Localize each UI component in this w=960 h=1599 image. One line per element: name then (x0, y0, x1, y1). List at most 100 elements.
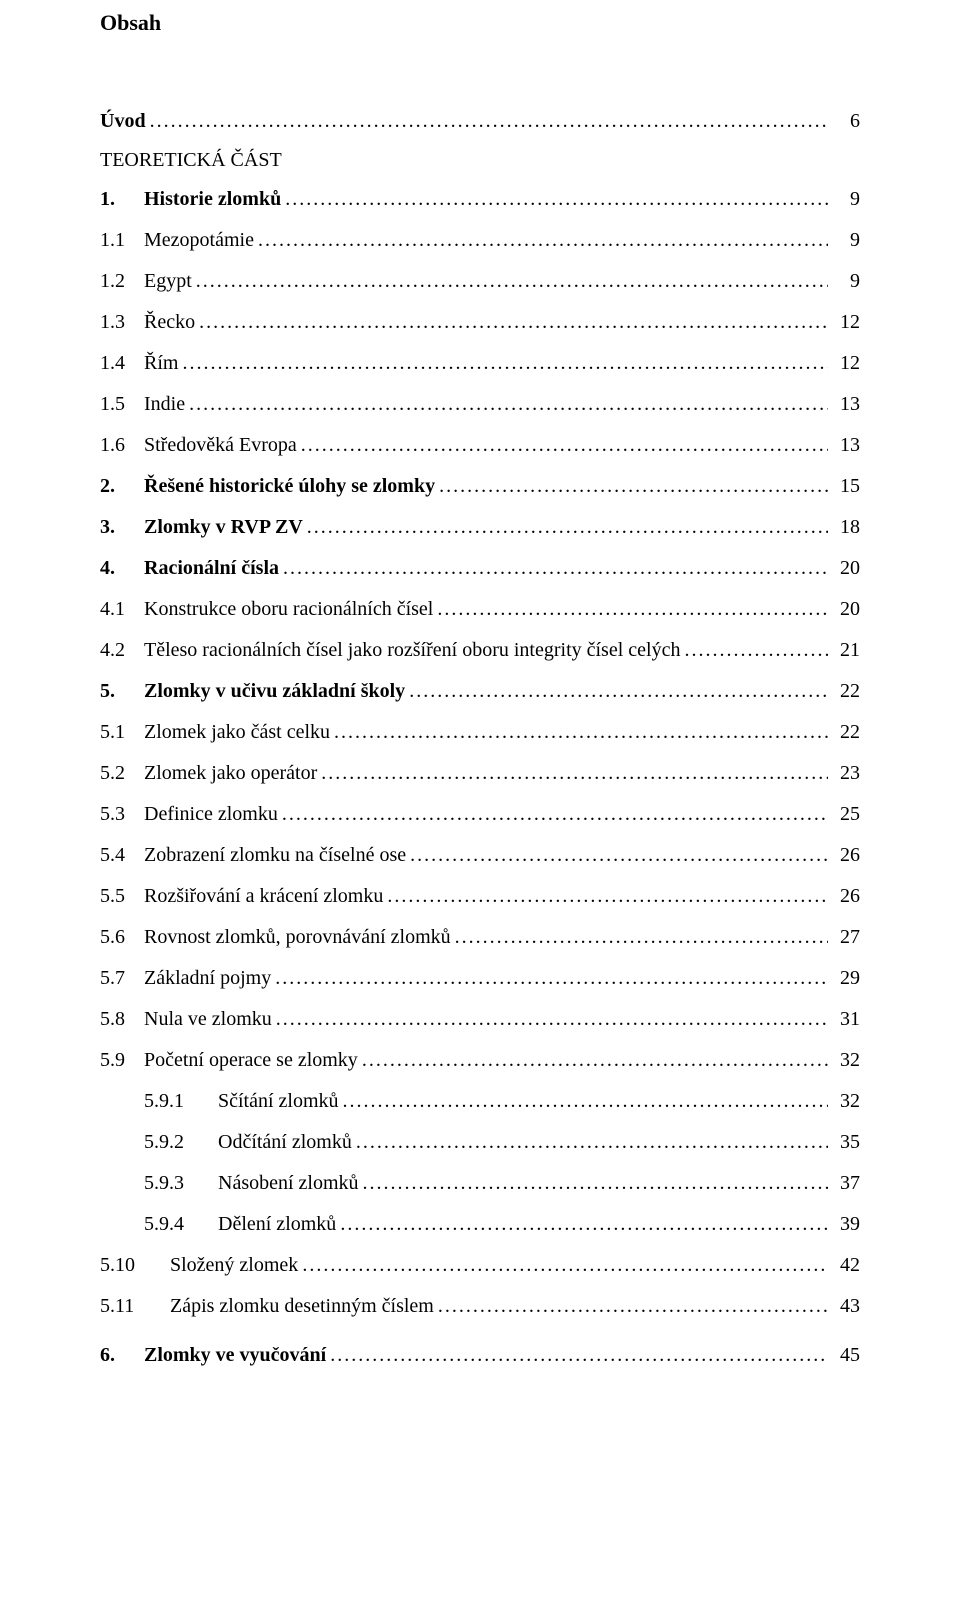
toc-entry: 5.6 Rovnost zlomků, porovnávání zlomků 2… (100, 924, 860, 951)
toc-number: 5.6 (100, 924, 144, 951)
toc-leader (301, 432, 828, 459)
toc-leader (362, 1047, 828, 1074)
toc-label: Zlomky v učivu základní školy (144, 678, 405, 705)
toc-label: Nula ve zlomku (144, 1006, 272, 1033)
toc-entry: 1.2 Egypt 9 (100, 268, 860, 295)
toc-label: Rovnost zlomků, porovnávání zlomků (144, 924, 451, 951)
toc-page: 20 (832, 596, 860, 623)
toc-page: 6 (832, 108, 860, 135)
toc-entry: 2. Řešené historické úlohy se zlomky 15 (100, 473, 860, 500)
toc-page: 23 (832, 760, 860, 787)
toc-page: 9 (832, 268, 860, 295)
toc-page: 9 (832, 227, 860, 254)
toc-number: 5.1 (100, 719, 144, 746)
toc-number: 5.11 (100, 1293, 170, 1320)
toc-page: 35 (832, 1129, 860, 1156)
toc-leader (437, 596, 828, 623)
toc-number: 1.6 (100, 432, 144, 459)
toc-page: 39 (832, 1211, 860, 1238)
toc-entry: 3. Zlomky v RVP ZV 18 (100, 514, 860, 541)
toc-entry: 1.6 Středověká Evropa 13 (100, 432, 860, 459)
toc-leader (438, 1293, 828, 1320)
toc-number: 5.9.2 (144, 1129, 218, 1156)
toc-label: Úvod (100, 108, 146, 135)
toc-number: 4.1 (100, 596, 144, 623)
toc-page: 26 (832, 883, 860, 910)
toc-label: Sčítání zlomků (218, 1088, 339, 1115)
toc-entry: 4.1 Konstrukce oboru racionálních čísel … (100, 596, 860, 623)
toc-leader (302, 1252, 828, 1279)
toc-leader (258, 227, 828, 254)
toc-page: 18 (832, 514, 860, 541)
toc-label: Zlomky v RVP ZV (144, 514, 303, 541)
toc-page: 20 (832, 555, 860, 582)
toc-page: 26 (832, 842, 860, 869)
toc-number: 1.4 (100, 350, 144, 377)
toc-number: 5. (100, 678, 144, 705)
toc-label: Řím (144, 350, 178, 377)
toc-page: 9 (832, 186, 860, 213)
toc-number: 1. (100, 186, 144, 213)
toc-entry: 6. Zlomky ve vyučování 45 (100, 1342, 860, 1369)
toc-label: Konstrukce oboru racionálních čísel (144, 596, 433, 623)
toc-number: 4. (100, 555, 144, 582)
toc-page: 29 (832, 965, 860, 992)
toc-page: 37 (832, 1170, 860, 1197)
toc-label: Těleso racionálních čísel jako rozšíření… (144, 637, 680, 664)
toc-leader (150, 108, 828, 135)
toc-label: Násobení zlomků (218, 1170, 359, 1197)
toc-number: 5.9 (100, 1047, 144, 1074)
toc-label: Odčítání zlomků (218, 1129, 352, 1156)
toc-leader (330, 1342, 828, 1369)
toc-title: Obsah (100, 10, 860, 36)
toc-entry: 1.3 Řecko 12 (100, 309, 860, 336)
toc-entry: 5.8 Nula ve zlomku 31 (100, 1006, 860, 1033)
toc-leader (196, 268, 828, 295)
toc-leader (340, 1211, 828, 1238)
toc-leader (307, 514, 828, 541)
toc-page: 25 (832, 801, 860, 828)
toc-entry: 5.2 Zlomek jako operátor 23 (100, 760, 860, 787)
toc-leader (189, 391, 828, 418)
toc-entry: 1. Historie zlomků 9 (100, 186, 860, 213)
toc-label: Početní operace se zlomky (144, 1047, 358, 1074)
toc-leader (321, 760, 828, 787)
toc-number: 5.2 (100, 760, 144, 787)
toc-entry: 5.7 Základní pojmy 29 (100, 965, 860, 992)
toc-entry: 1.1 Mezopotámie 9 (100, 227, 860, 254)
toc-leader (343, 1088, 828, 1115)
toc-entry: 5.9.1 Sčítání zlomků 32 (100, 1088, 860, 1115)
toc-number: 1.1 (100, 227, 144, 254)
toc-page: 12 (832, 350, 860, 377)
toc-entry: 5.1 Zlomek jako část celku 22 (100, 719, 860, 746)
toc-leader (199, 309, 828, 336)
toc-number: 5.3 (100, 801, 144, 828)
toc-number: 5.9.4 (144, 1211, 218, 1238)
toc-entry: 5.9.4 Dělení zlomků 39 (100, 1211, 860, 1238)
toc-entry: 5. Zlomky v učivu základní školy 22 (100, 678, 860, 705)
toc-leader (684, 637, 828, 664)
toc-page: 22 (832, 719, 860, 746)
toc-page: 22 (832, 678, 860, 705)
toc-page: 13 (832, 391, 860, 418)
toc-page: 32 (832, 1088, 860, 1115)
toc-label: Řešené historické úlohy se zlomky (144, 473, 435, 500)
toc-leader (409, 678, 828, 705)
toc-leader (182, 350, 828, 377)
toc-label: Zlomek jako operátor (144, 760, 317, 787)
toc-label: Rozšiřování a krácení zlomku (144, 883, 383, 910)
toc-page: 21 (832, 637, 860, 664)
toc-section-label: TEORETICKÁ ČÁST (100, 149, 860, 172)
toc-leader (334, 719, 828, 746)
toc-number: 1.3 (100, 309, 144, 336)
toc-label: Indie (144, 391, 185, 418)
toc-entry: 5.3 Definice zlomku 25 (100, 801, 860, 828)
toc-number: 5.9.1 (144, 1088, 218, 1115)
toc-page: 45 (832, 1342, 860, 1369)
toc-number: 5.10 (100, 1252, 170, 1279)
toc-entry: 5.10 Složený zlomek 42 (100, 1252, 860, 1279)
toc-label: Definice zlomku (144, 801, 278, 828)
toc-label: Základní pojmy (144, 965, 271, 992)
toc-label: Egypt (144, 268, 192, 295)
toc-number: 1.5 (100, 391, 144, 418)
